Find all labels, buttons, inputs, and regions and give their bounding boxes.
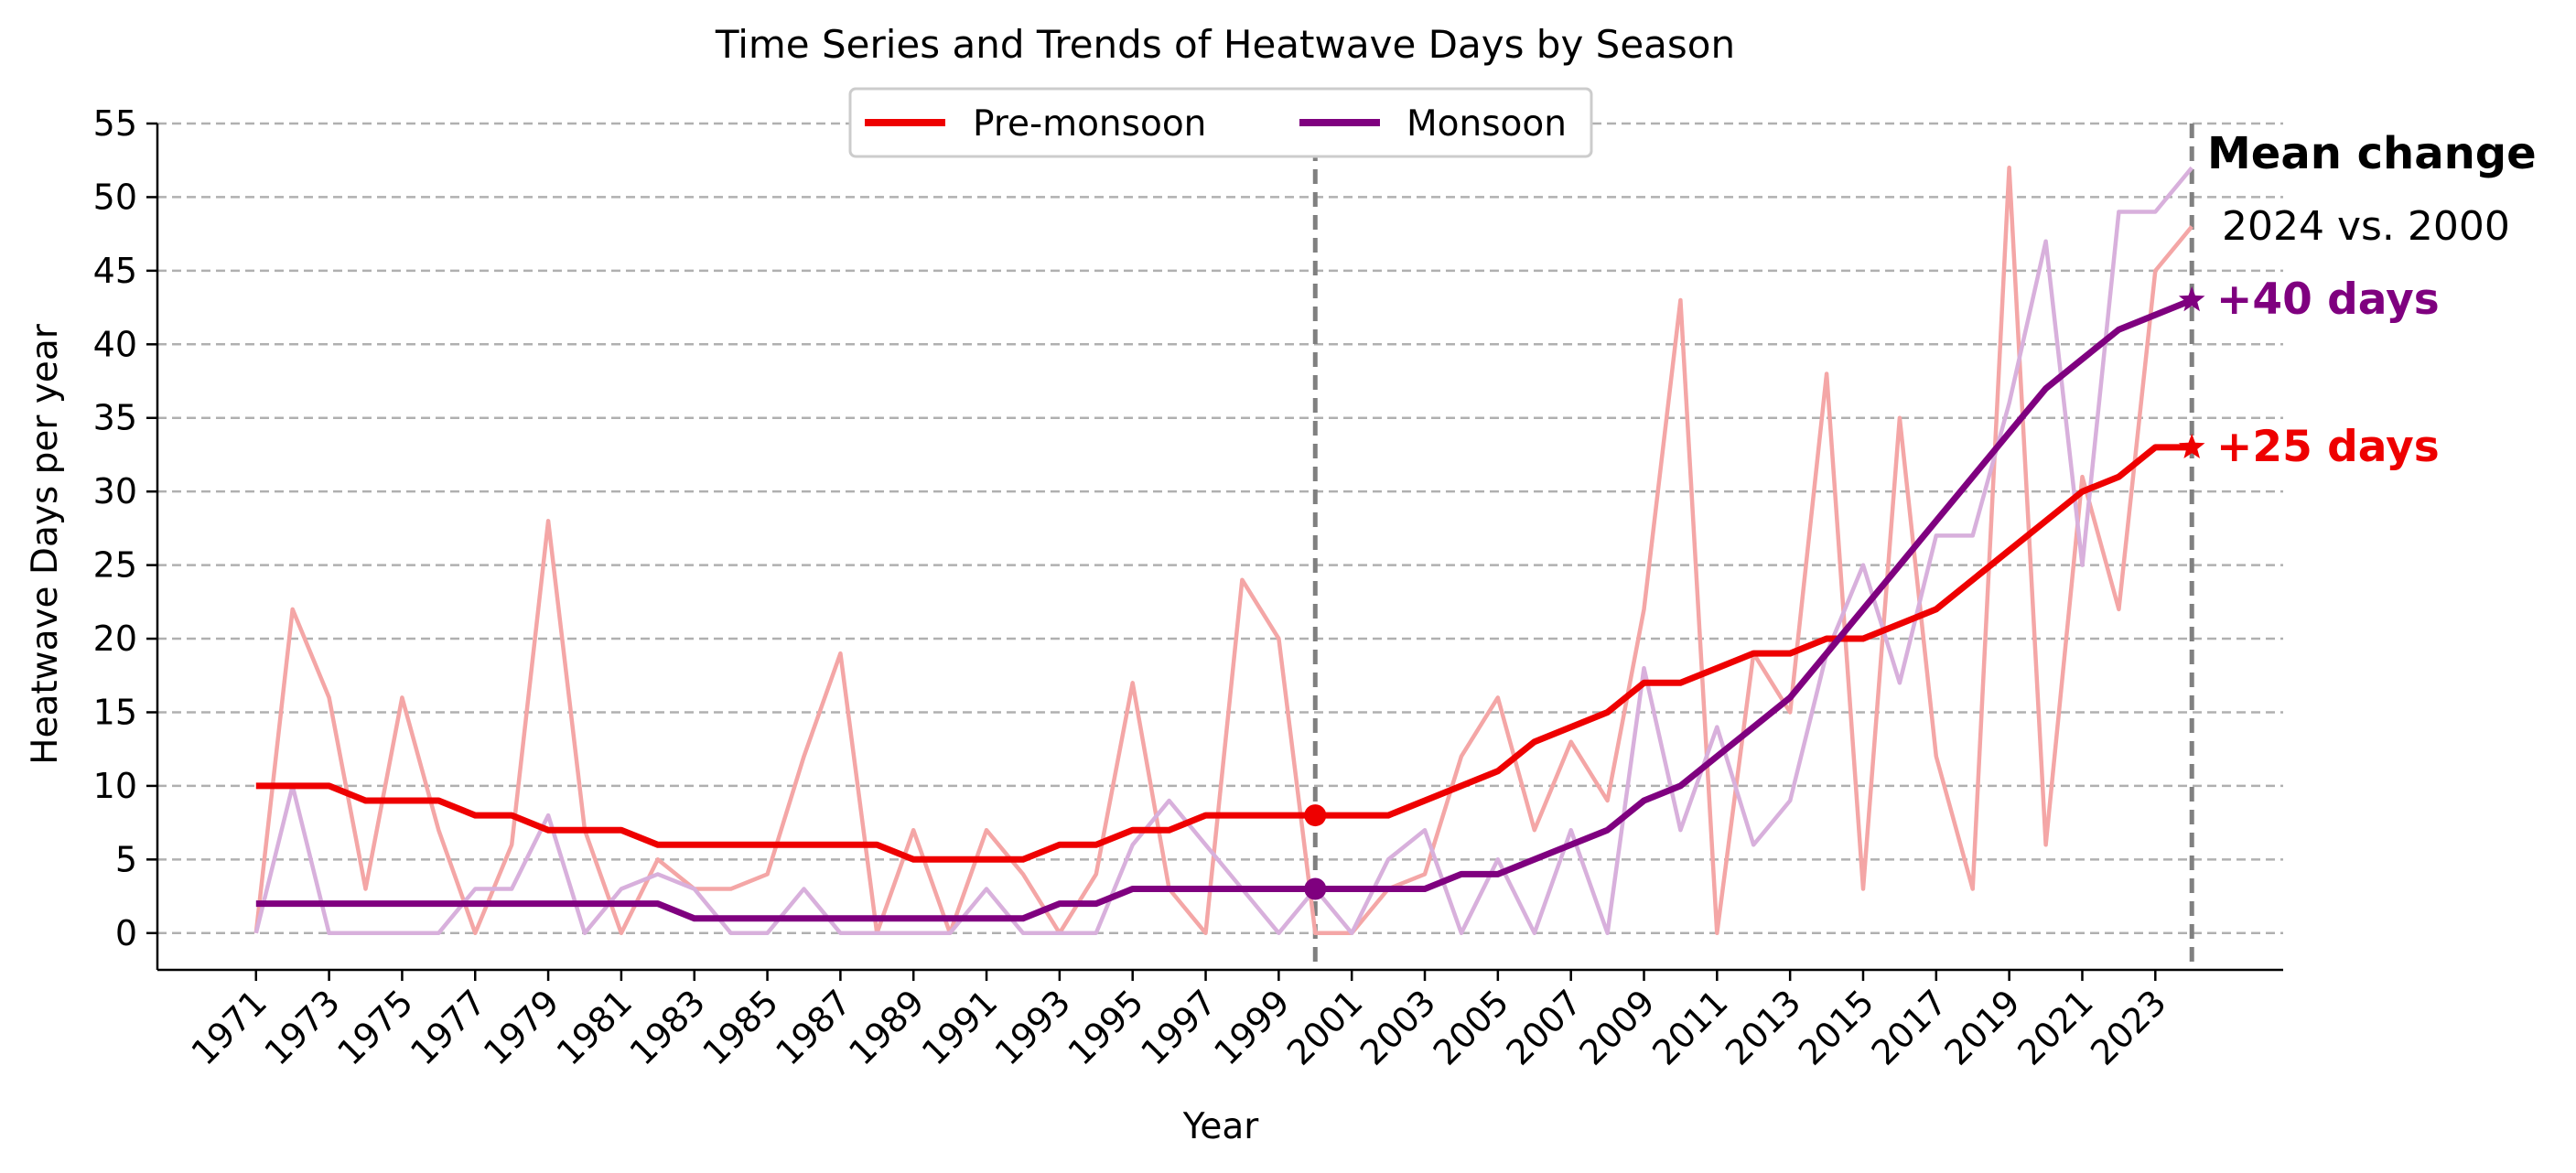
series-trend-monsoon	[255, 296, 2193, 922]
chart-title: Time Series and Trends of Heatwave Days …	[715, 22, 1735, 67]
x-tick-label-1977: 1977	[403, 982, 494, 1073]
legend: Pre-monsoon Monsoon	[848, 87, 1593, 158]
x-tick-label-2007: 2007	[1499, 982, 1590, 1073]
gridlines	[157, 122, 2283, 935]
point-2000-pre-monsoon	[1304, 804, 1327, 827]
x-tick-label-1995: 1995	[1061, 982, 1152, 1073]
series-trend-pre-monsoon	[255, 444, 2193, 863]
x-tick-label-1973: 1973	[256, 982, 348, 1073]
y-tick-label-40: 40	[93, 324, 137, 364]
mean-change-subtitle: 2024 vs. 2000	[2222, 203, 2510, 250]
x-tick-label-1987: 1987	[768, 982, 859, 1073]
markers	[1304, 286, 2205, 900]
x-axis-label: Year	[1182, 1106, 1260, 1147]
x-tick-label-1989: 1989	[841, 982, 932, 1073]
raw-series	[253, 166, 2193, 936]
x-tick-label-2005: 2005	[1426, 982, 1517, 1073]
x-tick-label-1971: 1971	[184, 982, 275, 1073]
legend-box	[848, 87, 1593, 158]
monsoon-change-label: +40 days	[2216, 274, 2440, 325]
x-tick-label-1975: 1975	[329, 982, 421, 1073]
series-raw-pre-monsoon	[253, 166, 2193, 936]
y-tick-label-10: 10	[93, 766, 137, 806]
point-2000-monsoon	[1304, 877, 1327, 900]
y-tick-label-25: 25	[93, 545, 137, 586]
trend-series	[255, 296, 2193, 922]
x-tick-label-2015: 2015	[1791, 982, 1882, 1073]
x-tick-label-1999: 1999	[1206, 982, 1298, 1073]
y-tick-label-15: 15	[93, 692, 137, 732]
x-tick-label-2021: 2021	[2010, 982, 2101, 1073]
x-tick-label-1991: 1991	[914, 982, 1006, 1073]
y-tick-label-55: 55	[93, 103, 137, 144]
y-tick-label-30: 30	[93, 471, 137, 511]
x-tick-label-1981: 1981	[549, 982, 641, 1073]
series-raw-monsoon	[253, 166, 2193, 936]
x-tick-label-1997: 1997	[1133, 982, 1224, 1073]
mean-change-title: Mean change	[2207, 128, 2537, 179]
x-tick-label-2017: 2017	[1864, 982, 1956, 1073]
x-tick-label-2013: 2013	[1718, 982, 1809, 1073]
tick-labels: 0510152025303540455055197119731975197719…	[93, 103, 2174, 1073]
x-tick-label-1985: 1985	[695, 982, 786, 1073]
end-star-monsoon	[2178, 286, 2205, 312]
end-star-pre-monsoon	[2178, 433, 2205, 458]
y-axis-label: Heatwave Days per year	[25, 323, 66, 765]
x-tick-label-1993: 1993	[987, 982, 1079, 1073]
y-tick-label-20: 20	[93, 619, 137, 659]
legend-label-pre-monsoon: Pre-monsoon	[973, 103, 1206, 145]
x-tick-label-2011: 2011	[1644, 982, 1736, 1073]
y-tick-label-0: 0	[115, 913, 137, 953]
y-tick-label-5: 5	[115, 839, 137, 879]
y-tick-label-35: 35	[93, 398, 137, 438]
x-tick-label-2019: 2019	[1937, 982, 2029, 1073]
x-tick-label-2003: 2003	[1353, 982, 1444, 1073]
y-tick-label-50: 50	[93, 177, 137, 217]
x-tick-label-2023: 2023	[2083, 982, 2174, 1073]
axes	[146, 122, 2283, 981]
x-tick-label-1979: 1979	[476, 982, 567, 1073]
x-tick-label-2009: 2009	[1571, 982, 1663, 1073]
x-tick-label-2001: 2001	[1279, 982, 1371, 1073]
x-tick-label-1983: 1983	[622, 982, 714, 1073]
premonsoon-change-label: +25 days	[2216, 422, 2440, 472]
reference-lines	[1312, 124, 2194, 970]
y-tick-label-45: 45	[93, 251, 137, 291]
legend-label-monsoon: Monsoon	[1407, 103, 1567, 145]
